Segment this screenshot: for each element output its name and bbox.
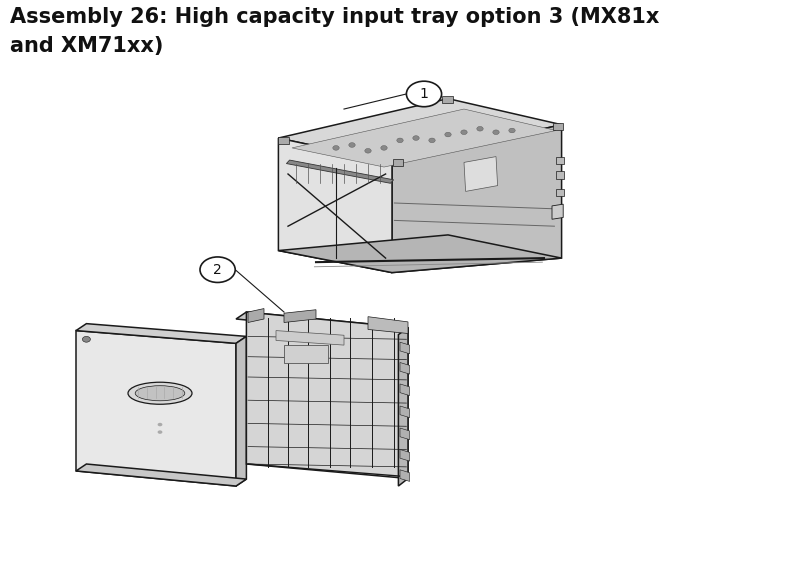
Circle shape (349, 143, 355, 147)
Polygon shape (400, 362, 410, 374)
Polygon shape (464, 157, 498, 191)
Polygon shape (400, 450, 410, 461)
Polygon shape (76, 331, 236, 486)
Circle shape (397, 138, 403, 143)
FancyBboxPatch shape (556, 188, 564, 196)
Circle shape (200, 257, 235, 282)
Circle shape (158, 423, 162, 426)
Polygon shape (278, 99, 562, 162)
Polygon shape (398, 328, 408, 486)
Polygon shape (392, 125, 562, 273)
Polygon shape (400, 428, 410, 440)
FancyBboxPatch shape (278, 137, 289, 144)
Polygon shape (76, 464, 246, 486)
Polygon shape (236, 336, 246, 486)
Text: Assembly 26: High capacity input tray option 3 (MX81x: Assembly 26: High capacity input tray op… (10, 7, 659, 27)
Polygon shape (552, 204, 563, 219)
Polygon shape (76, 324, 246, 343)
Circle shape (429, 138, 435, 143)
Polygon shape (278, 235, 562, 273)
Polygon shape (236, 312, 408, 335)
FancyBboxPatch shape (284, 345, 328, 362)
Circle shape (333, 146, 339, 150)
Circle shape (461, 130, 467, 135)
Circle shape (381, 146, 387, 150)
Polygon shape (400, 342, 410, 354)
Polygon shape (276, 331, 344, 345)
FancyBboxPatch shape (553, 123, 563, 130)
FancyBboxPatch shape (556, 157, 564, 164)
Circle shape (445, 132, 451, 137)
Circle shape (365, 148, 371, 153)
Ellipse shape (128, 382, 192, 404)
Polygon shape (278, 138, 392, 273)
Text: 1: 1 (419, 87, 429, 101)
Circle shape (158, 430, 162, 434)
Polygon shape (284, 310, 316, 322)
Circle shape (509, 128, 515, 133)
Polygon shape (400, 470, 410, 481)
Circle shape (406, 81, 442, 107)
Polygon shape (278, 138, 392, 273)
Circle shape (413, 136, 419, 140)
Ellipse shape (135, 386, 185, 401)
Text: 2: 2 (214, 263, 222, 277)
Polygon shape (368, 317, 408, 333)
Text: and XM71xx): and XM71xx) (10, 36, 163, 56)
Polygon shape (292, 109, 556, 167)
FancyBboxPatch shape (393, 159, 403, 166)
Polygon shape (286, 160, 394, 183)
Polygon shape (400, 384, 410, 396)
FancyBboxPatch shape (556, 171, 564, 179)
Circle shape (493, 130, 499, 135)
Polygon shape (248, 309, 264, 322)
Circle shape (82, 336, 90, 342)
FancyBboxPatch shape (442, 96, 453, 103)
Polygon shape (246, 312, 408, 478)
Polygon shape (400, 406, 410, 418)
Circle shape (477, 126, 483, 131)
